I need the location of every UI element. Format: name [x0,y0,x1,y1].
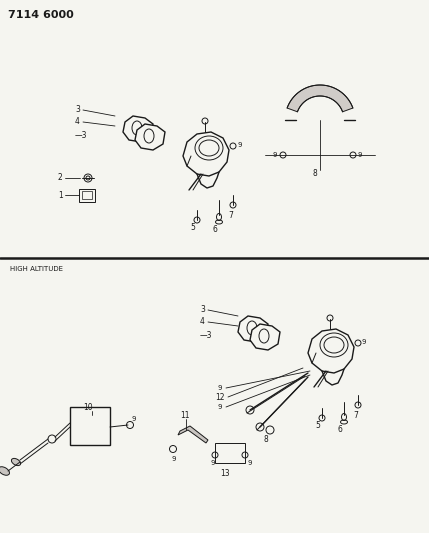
Ellipse shape [320,333,348,357]
Text: 9: 9 [237,142,242,148]
Ellipse shape [132,121,142,135]
Polygon shape [183,132,229,176]
Text: 3: 3 [75,106,80,115]
Text: 9: 9 [218,404,223,410]
Polygon shape [250,324,280,350]
Polygon shape [123,116,153,142]
Polygon shape [308,329,354,373]
Text: 9: 9 [362,339,366,345]
Text: 11: 11 [180,410,190,419]
Text: 10: 10 [83,402,93,411]
Text: 8: 8 [313,169,317,179]
Bar [79,189,95,202]
Text: 1: 1 [58,190,63,199]
Text: 6: 6 [338,425,342,434]
Text: 3: 3 [200,305,205,314]
Bar [70,407,110,445]
Polygon shape [238,316,268,342]
Bar [215,443,245,463]
Text: 13: 13 [220,469,230,478]
Text: 6: 6 [212,225,218,235]
Polygon shape [135,124,165,150]
Text: 7114 6000: 7114 6000 [8,10,74,20]
Text: 4: 4 [200,318,205,327]
Text: 9: 9 [172,456,176,462]
Ellipse shape [195,136,223,160]
Text: 7: 7 [353,410,359,419]
Text: 9: 9 [218,385,223,391]
Ellipse shape [324,337,344,353]
Ellipse shape [199,140,219,156]
Text: 9: 9 [132,416,136,422]
Ellipse shape [12,458,21,466]
Text: 5: 5 [190,223,196,232]
Text: 9: 9 [247,460,251,466]
Text: —3: —3 [75,131,88,140]
Bar [82,191,92,199]
Polygon shape [178,426,208,443]
Text: 8: 8 [264,435,269,445]
Text: 4: 4 [75,117,80,126]
Text: 12: 12 [215,392,224,401]
Text: 5: 5 [316,422,320,431]
Ellipse shape [259,329,269,343]
Text: 2: 2 [58,174,63,182]
Ellipse shape [144,129,154,143]
Text: 9: 9 [357,152,362,158]
Text: 7: 7 [229,211,233,220]
Text: 9: 9 [211,460,215,466]
Text: HIGH ALTITUDE: HIGH ALTITUDE [10,266,63,272]
Ellipse shape [247,321,257,335]
Polygon shape [287,85,353,112]
Text: 9: 9 [272,152,277,158]
Ellipse shape [0,467,9,475]
Text: —3: —3 [200,330,212,340]
